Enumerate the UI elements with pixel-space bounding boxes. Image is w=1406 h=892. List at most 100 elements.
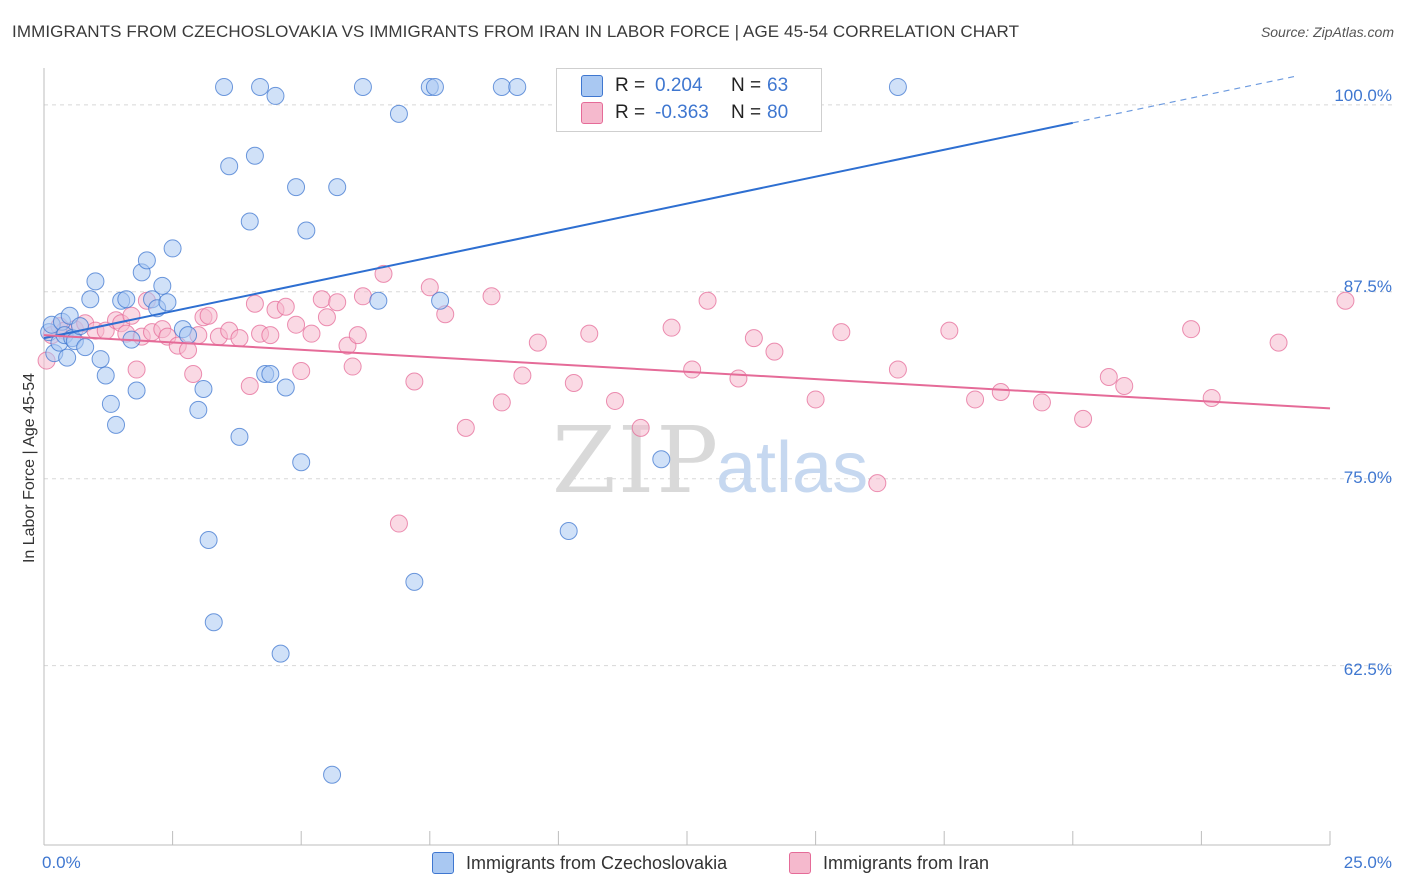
czechoslovakia-point — [215, 77, 234, 96]
n-value: 63 — [767, 75, 789, 96]
legend-swatch-blue — [581, 75, 603, 97]
iran-point — [230, 329, 249, 348]
iran-point — [127, 360, 146, 379]
czechoslovakia-point — [287, 178, 306, 197]
czechoslovakia-points — [40, 77, 907, 784]
czechoslovakia-point — [652, 450, 671, 469]
iran-point — [1202, 388, 1221, 407]
iran-point — [287, 315, 306, 334]
iran-point — [868, 474, 887, 493]
iran-point — [199, 306, 218, 325]
czechoslovakia-point — [137, 251, 156, 270]
watermark-atlas: atlas — [716, 428, 868, 508]
iran-point — [729, 369, 748, 388]
czechoslovakia-point — [96, 366, 115, 385]
iran-point — [245, 294, 264, 313]
iran-point — [353, 287, 372, 306]
iran-point — [240, 376, 259, 395]
r-value: 0.204 — [655, 75, 703, 96]
legend-swatch-pink — [789, 852, 811, 874]
iran-point — [261, 326, 280, 345]
y-tick-62-5: 62.5% — [1343, 660, 1392, 679]
czechoslovakia-point — [81, 290, 100, 309]
czechoslovakia-point — [245, 146, 264, 165]
czechoslovakia-point — [58, 348, 77, 367]
iran-point — [631, 418, 650, 437]
iran-trend-line — [43, 334, 1331, 410]
stats-legend: R = 0.204 N = 63 R = -0.363 N = 80 — [556, 68, 822, 132]
n-value: 80 — [767, 102, 789, 123]
iran-point — [528, 333, 547, 352]
iran-point — [302, 324, 321, 343]
iran-point — [456, 418, 475, 437]
iran-point — [1336, 291, 1355, 310]
czechoslovakia-point — [328, 178, 347, 197]
iran-point — [513, 366, 532, 385]
iran-point — [966, 390, 985, 409]
czechoslovakia-point — [194, 379, 213, 398]
iran-point — [328, 293, 347, 312]
iran-point — [698, 291, 717, 310]
x-tick-right: 25.0% — [1343, 853, 1392, 872]
legend-swatch-blue — [432, 852, 454, 874]
czechoslovakia-point — [261, 365, 280, 384]
chart-title: IMMIGRANTS FROM CZECHOSLOVAKIA VS IMMIGR… — [12, 22, 1020, 41]
stats-legend-row-iran: R = -0.363 N = 80 — [581, 101, 788, 125]
iran-point — [184, 365, 203, 384]
czechoslovakia-point — [431, 291, 450, 310]
r-label: R = — [615, 102, 646, 123]
czechoslovakia-trend-extension — [1072, 75, 1295, 124]
czechoslovakia-point — [189, 400, 208, 419]
chart-source: Source: ZipAtlas.com — [1260, 24, 1394, 40]
czechoslovakia-point — [199, 530, 218, 549]
czechoslovakia-point — [204, 613, 223, 632]
iran-point — [389, 514, 408, 533]
iran-point — [1269, 333, 1288, 352]
czechoslovakia-point — [271, 644, 290, 663]
czechoslovakia-point — [508, 77, 527, 96]
czechoslovakia-point — [353, 77, 372, 96]
n-label: N = — [731, 75, 762, 96]
trend-lines — [43, 75, 1331, 410]
y-tick-100: 100.0% — [1334, 86, 1392, 105]
czechoslovakia-point — [405, 572, 424, 591]
legend-item-iran: Immigrants from Iran — [789, 852, 989, 874]
iran-point — [1074, 409, 1093, 428]
iran-point — [1032, 393, 1051, 412]
iran-point — [662, 318, 681, 337]
czechoslovakia-point — [559, 522, 578, 541]
iran-point — [683, 360, 702, 379]
czechoslovakia-point — [163, 239, 182, 258]
iran-point — [482, 287, 501, 306]
czechoslovakia-point — [117, 290, 136, 309]
czechoslovakia-point — [179, 326, 198, 345]
iran-point — [940, 321, 959, 340]
n-label: N = — [731, 102, 762, 123]
stats-legend-row-czechoslovakia: R = 0.204 N = 63 — [581, 74, 788, 98]
r-label: R = — [615, 75, 646, 96]
axes — [43, 68, 1331, 846]
iran-point — [1182, 320, 1201, 339]
czechoslovakia-trend-line — [43, 121, 1074, 340]
iran-point — [374, 264, 393, 283]
czechoslovakia-point — [888, 77, 907, 96]
czechoslovakia-point — [76, 338, 95, 357]
iran-point — [348, 326, 367, 345]
iran-point — [405, 372, 424, 391]
czechoslovakia-point — [230, 427, 249, 446]
czechoslovakia-point — [153, 276, 172, 295]
czechoslovakia-point — [297, 221, 316, 240]
iran-point — [276, 297, 295, 316]
legend-label: Immigrants from Czechoslovakia — [466, 852, 728, 873]
iran-point — [605, 391, 624, 410]
x-tick-left: 0.0% — [42, 853, 81, 872]
legend-swatch-pink — [581, 102, 603, 124]
y-tick-75: 75.0% — [1343, 468, 1392, 487]
iran-point — [806, 390, 825, 409]
iran-point — [991, 382, 1010, 401]
iran-point — [312, 290, 331, 309]
iran-point — [744, 329, 763, 348]
iran-point — [888, 360, 907, 379]
iran-point — [832, 323, 851, 342]
